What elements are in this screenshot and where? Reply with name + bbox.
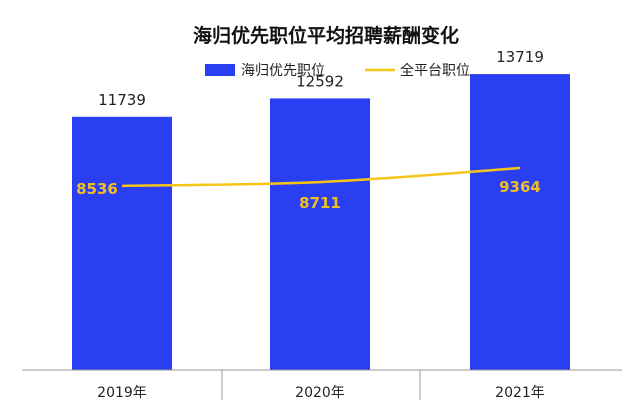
line-series — [121, 166, 521, 188]
bar-3 — [470, 74, 570, 370]
legend: 海归优先职位 全平台职位 — [205, 62, 470, 79]
chart-title: 海归优先职位平均招聘薪酬变化 — [193, 24, 459, 47]
line-value-label: 9364 — [499, 178, 541, 196]
line-value-label: 8711 — [299, 194, 341, 212]
legend-line-label: 全平台职位 — [400, 62, 470, 79]
x-tick-label: 2019年 — [97, 385, 147, 401]
bar-value-label: 12592 — [296, 72, 344, 90]
bar-2 — [270, 98, 370, 371]
x-axis-ticks: 2019年 2020年 2021年 — [97, 370, 545, 401]
legend-bar-label: 海归优先职位 — [241, 62, 325, 79]
plot-area: 11739 12592 13719 8536 8711 9364 — [72, 48, 570, 371]
legend-bar-swatch — [205, 64, 235, 76]
bar-value-label: 11739 — [98, 91, 146, 109]
x-tick-label: 2021年 — [495, 385, 545, 401]
bar-1 — [72, 116, 172, 371]
x-tick-label: 2020年 — [295, 385, 345, 401]
line-value-label: 8536 — [76, 180, 118, 198]
bar-value-label: 13719 — [496, 48, 544, 66]
